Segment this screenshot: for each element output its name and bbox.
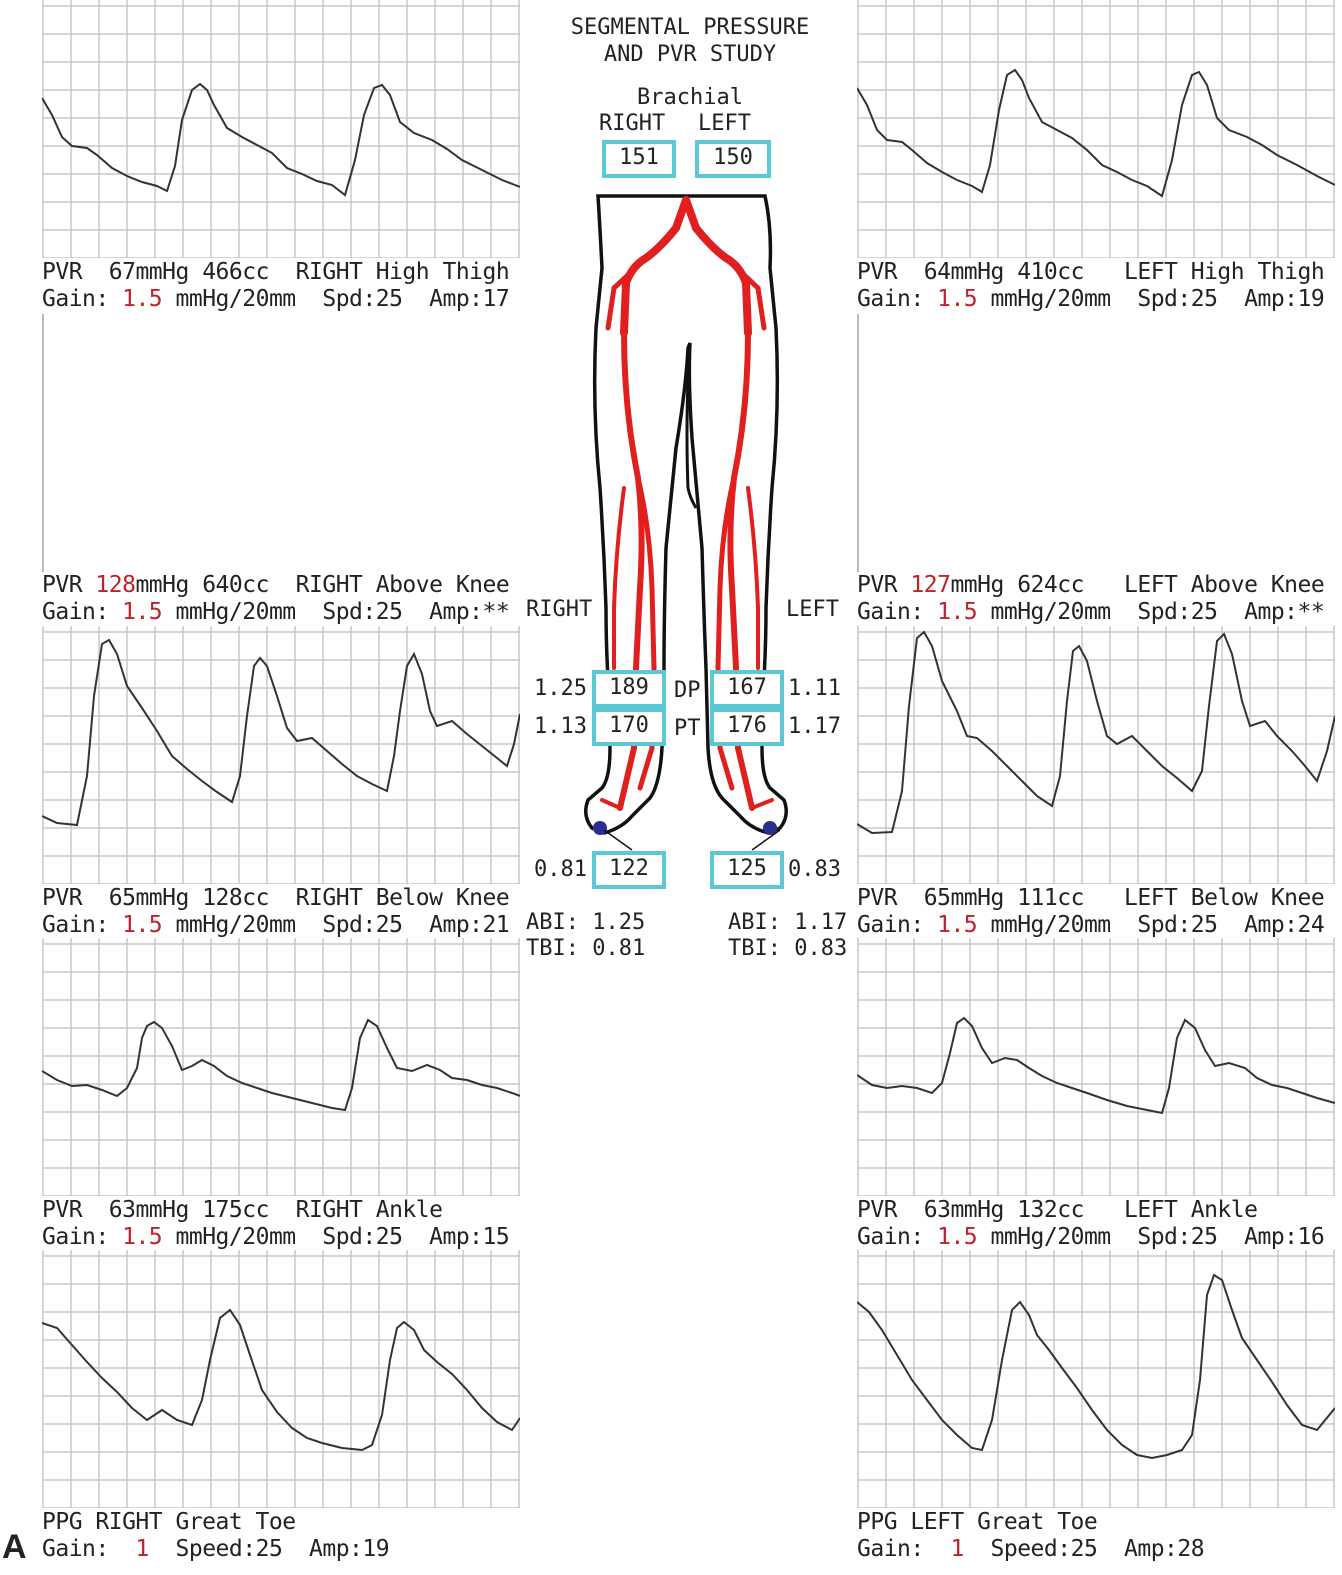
- left-toe-index: 0.83: [788, 857, 841, 882]
- panel-label-line2: Gain: 1.5 mmHg/20mm Spd:25 Amp:21: [42, 912, 510, 938]
- waveform-grid: [857, 626, 1335, 884]
- left-dp-value: 167: [710, 670, 784, 708]
- center-diagram: SEGMENTAL PRESSURE AND PVR STUDY Brachia…: [522, 0, 858, 980]
- pvr-waveform-right-ankle: [42, 938, 520, 1196]
- brachial-title: Brachial: [637, 85, 743, 110]
- ppg-waveform-right-great-toe: [42, 1250, 520, 1508]
- pvr-waveform-left-below-knee: [857, 626, 1335, 884]
- waveform-grid: [42, 0, 520, 258]
- brachial-left-label: LEFT: [698, 111, 751, 136]
- study-title-line1: SEGMENTAL PRESSURE: [570, 15, 810, 40]
- toe-leader-lines: [603, 829, 781, 851]
- ppg-waveform-left-great-toe: [857, 1250, 1335, 1508]
- panel-label-line2: Gain: 1.5 mmHg/20mm Spd:25 Amp:24: [857, 912, 1325, 938]
- panel-label-line1: PVR 63mmHg 132cc LEFT Ankle: [857, 1197, 1258, 1223]
- panel-label-line1: PPG LEFT Great Toe: [857, 1509, 1098, 1535]
- right-pt-value: 170: [592, 708, 666, 746]
- waveform-grid: [42, 1250, 520, 1508]
- empty-trace-area: [42, 314, 44, 572]
- waveform-grid: [42, 938, 520, 1196]
- brachial-left-value: 150: [695, 140, 771, 178]
- panel-label-line2: Gain: 1.5 mmHg/20mm Spd:25 Amp:19: [857, 286, 1325, 312]
- right-pt-index: 1.13: [534, 714, 587, 739]
- side-label-right: RIGHT: [526, 597, 593, 622]
- right-toe-index: 0.81: [534, 857, 587, 882]
- panel-label-line2: Gain: 1.5 mmHg/20mm Spd:25 Amp:15: [42, 1224, 510, 1250]
- pt-label: PT: [674, 716, 701, 741]
- legs-arterial-illustration: [584, 194, 788, 835]
- pvr-waveform-left-high-thigh: [857, 0, 1335, 258]
- left-toe-value: 125: [710, 851, 784, 889]
- waveform-grid: [857, 1250, 1335, 1508]
- panel-label-line1: PVR 65mmHg 111cc LEFT Below Knee: [857, 885, 1325, 911]
- side-label-left: LEFT: [786, 597, 839, 622]
- panel-label-line2: Gain: 1.5 mmHg/20mm Spd:25 Amp:**: [42, 599, 510, 625]
- left-dp-index: 1.11: [788, 676, 841, 701]
- right-dp-index: 1.25: [534, 676, 587, 701]
- waveform-grid: [857, 938, 1335, 1196]
- panel-label-line2: Gain: 1.5 mmHg/20mm Spd:25 Amp:16: [857, 1224, 1325, 1250]
- panel-left-above-knee: PVR 127mmHg 624cc LEFT Above Knee Gain: …: [857, 314, 1325, 625]
- panel-label-line2: Gain: 1.5 mmHg/20mm Spd:25 Amp:**: [857, 599, 1325, 625]
- study-title-line2: AND PVR STUDY: [603, 42, 777, 67]
- empty-trace-area: [857, 314, 859, 572]
- pvr-waveform-left-ankle: [857, 938, 1335, 1196]
- left-pt-index: 1.17: [788, 714, 841, 739]
- toe-tip-right: [593, 821, 607, 835]
- left-pt-value: 176: [710, 708, 784, 746]
- panel-label-line2: Gain: 1.5 mmHg/20mm Spd:25 Amp:17: [42, 286, 510, 312]
- dp-label: DP: [674, 678, 701, 703]
- waveform-grid: [857, 0, 1335, 258]
- right-tbi: TBI: 0.81: [526, 936, 646, 961]
- pvr-waveform-right-high-thigh: [42, 0, 520, 258]
- figure-label: A: [2, 1528, 27, 1566]
- panel-label-line1: PVR 64mmHg 410cc LEFT High Thigh: [857, 259, 1325, 285]
- left-tbi: TBI: 0.83: [728, 936, 848, 961]
- panel-label-line1: PPG RIGHT Great Toe: [42, 1509, 296, 1535]
- panel-label-line1: PVR 65mmHg 128cc RIGHT Below Knee: [42, 885, 510, 911]
- right-toe-value: 122: [592, 851, 666, 889]
- left-abi: ABI: 1.17: [728, 910, 848, 935]
- right-abi: ABI: 1.25: [526, 910, 646, 935]
- panel-label-line2: Gain: 1 Speed:25 Amp:19: [42, 1536, 390, 1562]
- toe-tip-left: [763, 821, 777, 835]
- pvr-waveform-right-below-knee: [42, 626, 520, 884]
- panel-label-line1: PVR 127mmHg 624cc LEFT Above Knee: [857, 572, 1325, 598]
- panel-label-line1: PVR 128mmHg 640cc RIGHT Above Knee: [42, 572, 510, 598]
- right-dp-value: 189: [592, 670, 666, 708]
- panel-label-line1: PVR 67mmHg 466cc RIGHT High Thigh: [42, 259, 510, 285]
- panel-label-line2: Gain: 1 Speed:25 Amp:28: [857, 1536, 1205, 1562]
- panel-label-line1: PVR 63mmHg 175cc RIGHT Ankle: [42, 1197, 443, 1223]
- waveform-grid: [42, 626, 520, 884]
- panel-right-above-knee: PVR 128mmHg 640cc RIGHT Above Knee Gain:…: [42, 314, 510, 625]
- brachial-right-label: RIGHT: [599, 111, 666, 136]
- brachial-right-value: 151: [602, 140, 676, 178]
